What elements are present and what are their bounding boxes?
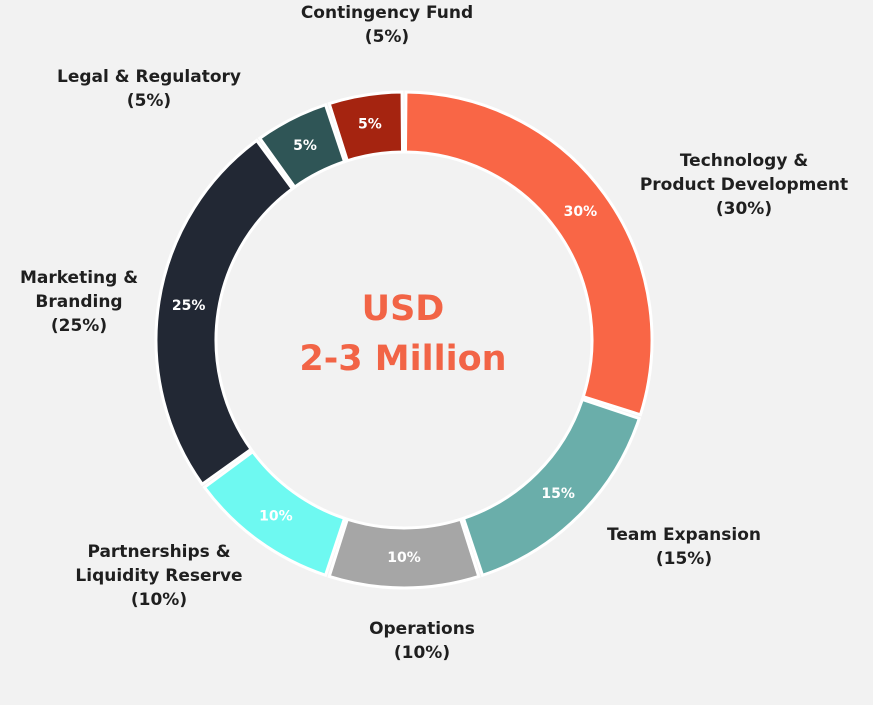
label-tech-line2: Product Development bbox=[639, 175, 849, 195]
label-tech-line1: Technology & bbox=[679, 151, 809, 171]
label-contingency: Contingency Fund (5%) bbox=[277, 1, 497, 49]
label-partner-line2: Liquidity Reserve bbox=[75, 566, 243, 586]
label-legal-line1: Legal & Regulatory bbox=[57, 67, 241, 87]
slice-legal bbox=[257, 102, 347, 190]
slice-partner bbox=[202, 449, 347, 578]
slice-label-ops: 10% bbox=[387, 550, 421, 566]
label-ops-line1: Operations bbox=[369, 619, 475, 639]
slice-ops bbox=[327, 517, 481, 590]
label-marketing-line1: Marketing & bbox=[19, 268, 139, 288]
label-partner-line1: Partnerships & bbox=[87, 542, 231, 562]
label-partner-pct: (10%) bbox=[130, 590, 188, 610]
label-legal-pct: (5%) bbox=[126, 91, 172, 111]
label-legal: Legal & Regulatory (5%) bbox=[39, 65, 259, 113]
label-tech: Technology & Product Development (30%) bbox=[619, 149, 869, 221]
label-partner: Partnerships & Liquidity Reserve (10%) bbox=[64, 540, 254, 612]
slice-label-partner: 10% bbox=[259, 508, 293, 524]
slice-label-tech: 30% bbox=[564, 204, 598, 220]
slice-marketing bbox=[154, 138, 295, 487]
slice-label-contingency: 5% bbox=[358, 117, 382, 133]
label-team: Team Expansion (15%) bbox=[584, 523, 784, 571]
label-contingency-line1: Contingency Fund bbox=[300, 3, 474, 23]
label-tech-pct: (30%) bbox=[715, 199, 773, 219]
center-title-line1: USD bbox=[361, 289, 445, 329]
slice-contingency bbox=[327, 90, 405, 163]
label-marketing-pct: (25%) bbox=[50, 316, 108, 336]
label-team-pct: (15%) bbox=[655, 549, 713, 569]
label-ops: Operations (10%) bbox=[342, 617, 502, 665]
slice-team bbox=[461, 397, 642, 578]
slice-label-legal: 5% bbox=[293, 138, 317, 154]
label-contingency-pct: (5%) bbox=[364, 27, 410, 47]
center-title-line2: 2-3 Million bbox=[299, 339, 507, 379]
center-title: USD 2-3 Million bbox=[253, 284, 553, 384]
label-marketing: Marketing & Branding (25%) bbox=[4, 266, 154, 338]
slice-tech bbox=[403, 90, 654, 417]
label-ops-pct: (10%) bbox=[393, 643, 451, 663]
label-team-line1: Team Expansion bbox=[606, 525, 762, 545]
label-marketing-line2: Branding bbox=[35, 292, 123, 312]
slice-label-team: 15% bbox=[541, 486, 575, 502]
slice-label-marketing: 25% bbox=[172, 298, 206, 314]
